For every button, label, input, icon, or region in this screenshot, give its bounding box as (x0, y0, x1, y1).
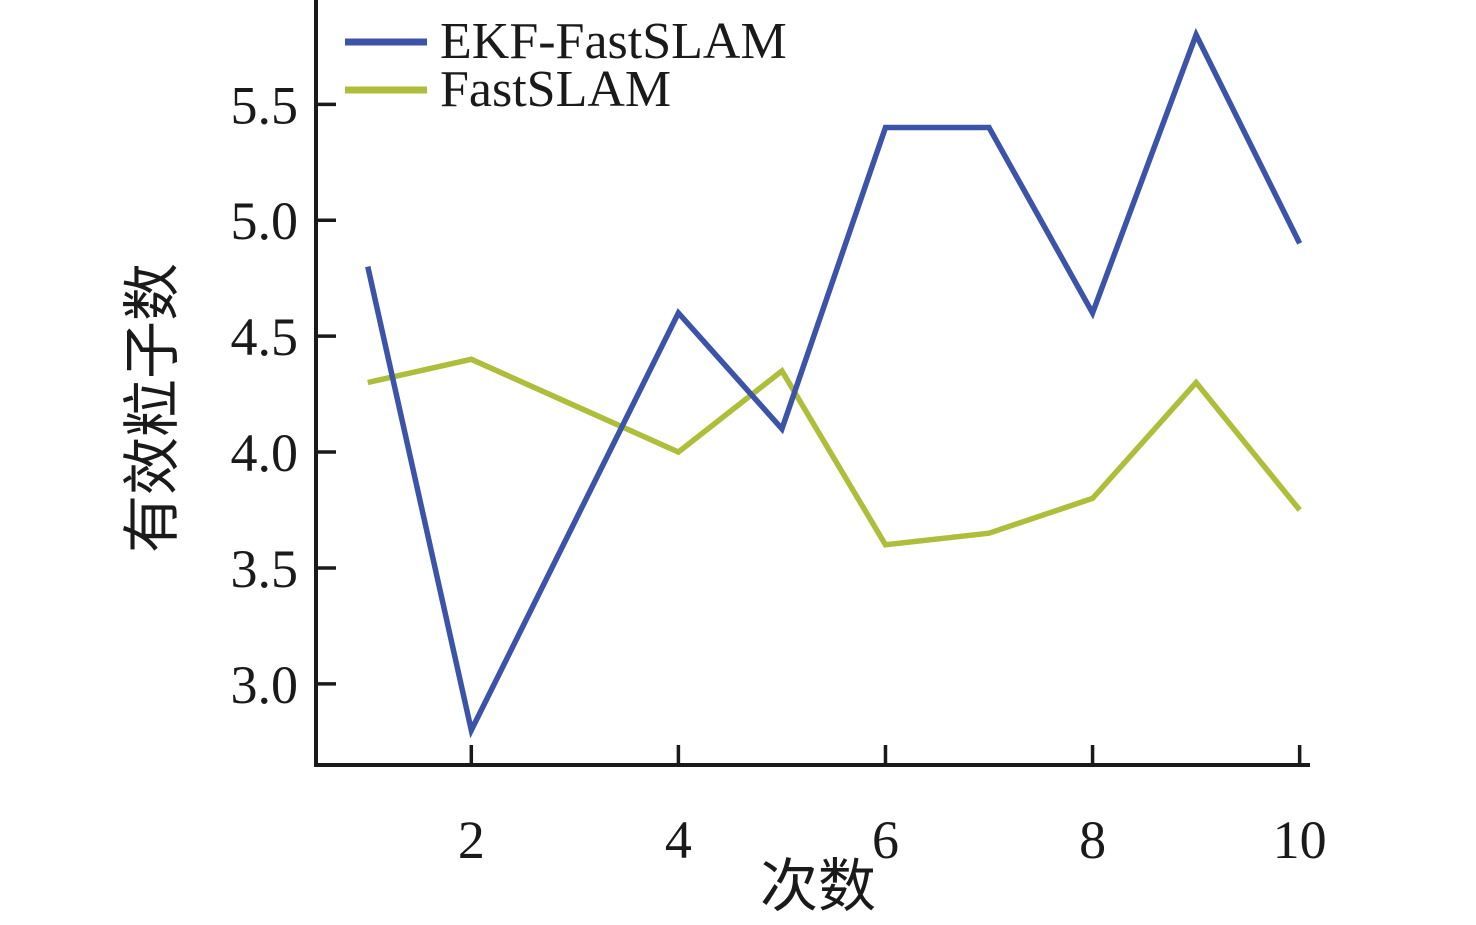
y-tick-label: 3.0 (231, 655, 299, 715)
ekf-fastslam-legend-label: EKF-FastSLAM (440, 13, 787, 70)
x-axis-ticks: 2 4 6 8 10 (458, 745, 1327, 870)
legend: EKF-FastSLAM FastSLAM (345, 13, 787, 118)
ekf-fastslam-line (365, 27, 1303, 739)
x-tick-label: 10 (1273, 810, 1327, 870)
x-tick-label: 4 (665, 810, 692, 870)
x-tick-label: 8 (1079, 810, 1106, 870)
x-tick-label: 2 (458, 810, 485, 870)
fastslam-legend-label: FastSLAM (440, 61, 671, 118)
x-tick-label: 6 (872, 810, 899, 870)
y-tick-label: 4.5 (231, 307, 299, 367)
fastslam-line (367, 356, 1302, 548)
y-tick-label: 4.0 (231, 423, 299, 483)
y-axis-ticks: 3.0 3.5 4.0 4.5 5.0 5.5 (231, 75, 336, 715)
y-tick-label: 3.5 (231, 539, 299, 599)
y-axis-title: 有效粒子数 (120, 263, 185, 553)
y-tick-label: 5.5 (231, 75, 299, 135)
x-axis-title: 次数 (760, 854, 876, 919)
y-tick-label: 5.0 (231, 191, 299, 251)
